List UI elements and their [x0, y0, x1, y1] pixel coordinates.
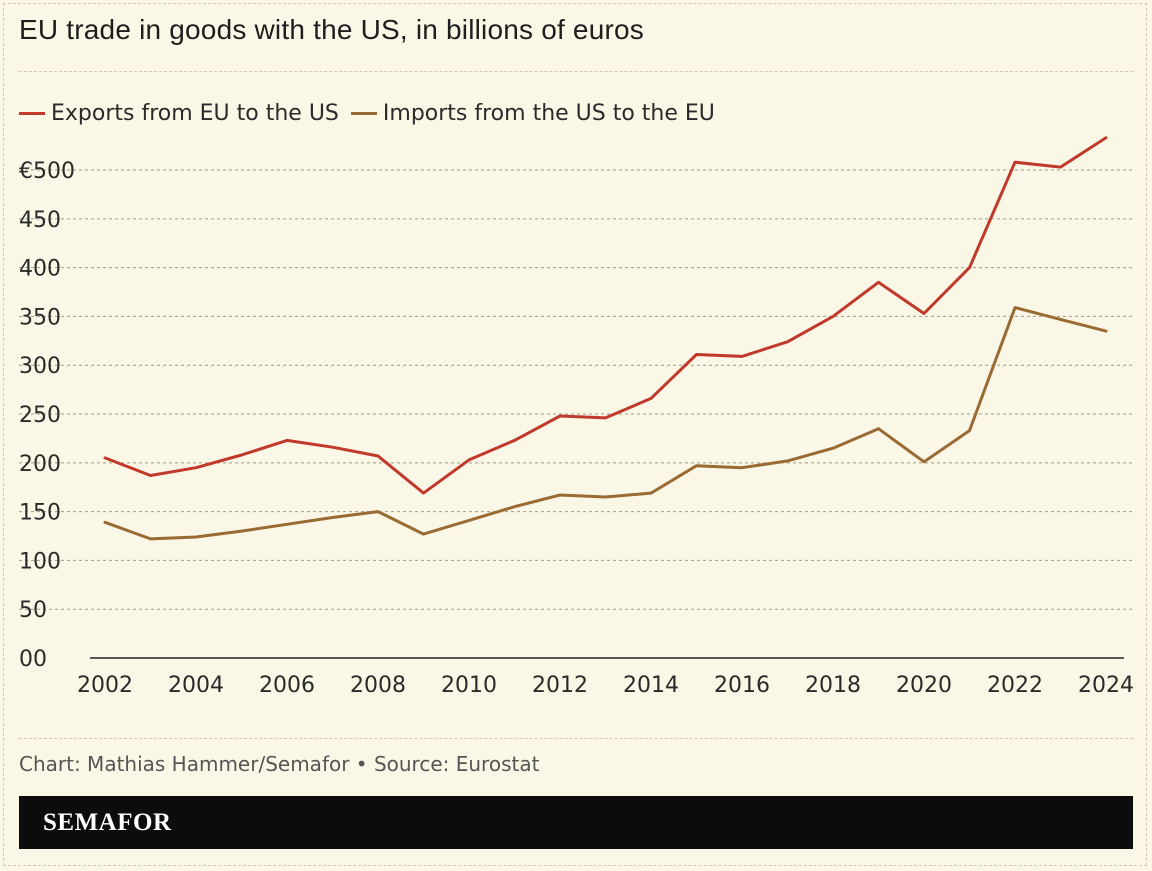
x-tick-label-2024: 2024: [1078, 673, 1134, 698]
legend-item-imports: Imports from the US to the EU: [350, 100, 715, 126]
series-line-imports: [103, 306, 1108, 541]
x-tick-label-2012: 2012: [532, 673, 588, 698]
x-tick-label-2020: 2020: [896, 673, 952, 698]
chart-frame: [3, 3, 1147, 866]
y-tick-label-150: 150: [19, 501, 61, 526]
x-tick-label-2004: 2004: [168, 673, 224, 698]
legend-swatch-imports: [350, 111, 377, 115]
x-tick-label-2006: 2006: [259, 673, 315, 698]
x-tick-label-2014: 2014: [623, 673, 679, 698]
chart-credit: Chart: Mathias Hammer/Semafor • Source: …: [19, 752, 540, 776]
y-tick-label-350: 350: [19, 305, 61, 330]
legend: Exports from EU to the US Imports from t…: [19, 100, 727, 126]
x-tick-label-2010: 2010: [441, 673, 497, 698]
x-tick-label-2002: 2002: [77, 673, 133, 698]
brand-logo: SEMAFOR: [43, 809, 172, 836]
y-tick-label-0: 00: [19, 647, 47, 672]
legend-swatch-exports: [19, 111, 45, 115]
y-tick-label-100: 100: [19, 549, 61, 574]
y-tick-label-200: 200: [19, 452, 61, 477]
chart-title: EU trade in goods with the US, in billio…: [19, 14, 644, 45]
x-tick-label-2022: 2022: [987, 673, 1043, 698]
footer-divider: [19, 738, 1133, 739]
brand-bar: SEMAFOR: [19, 796, 1133, 849]
x-tick-label-2018: 2018: [805, 673, 861, 698]
y-tick-label-400: 400: [19, 257, 61, 282]
x-tick-label-2008: 2008: [350, 673, 406, 698]
y-tick-label-500: €500: [19, 159, 75, 184]
series-line-exports: [103, 136, 1108, 495]
y-tick-label-450: 450: [19, 208, 61, 233]
y-tick-label-300: 300: [19, 354, 61, 379]
title-divider: [19, 71, 1133, 72]
y-tick-label-250: 250: [19, 403, 61, 428]
legend-item-exports: Exports from EU to the US: [19, 101, 339, 126]
legend-label-exports: Exports from EU to the US: [51, 100, 339, 126]
y-tick-label-50: 50: [19, 598, 47, 623]
legend-label-imports: Imports from the US to the EU: [382, 100, 715, 126]
x-tick-label-2016: 2016: [714, 673, 770, 698]
